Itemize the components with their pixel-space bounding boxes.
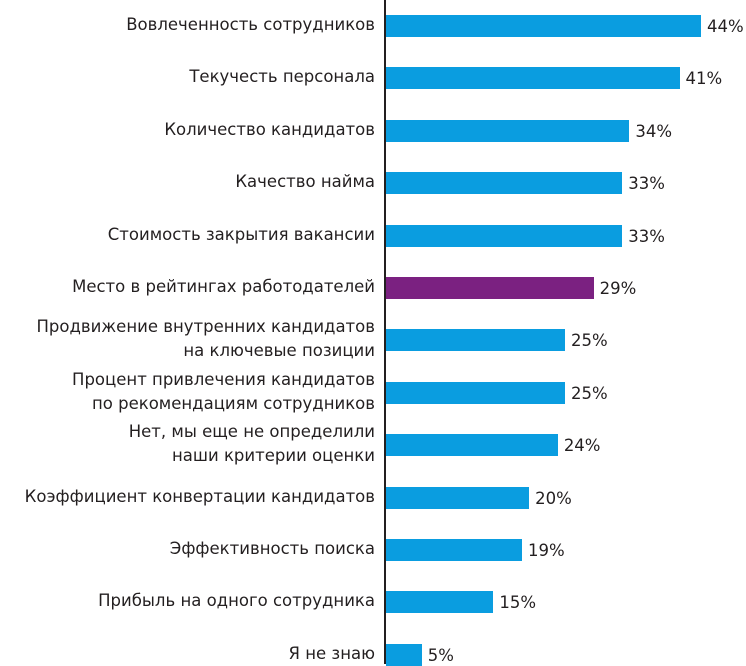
value-label: 41% [685,69,723,89]
category-label: Нет, мы еще не определили наши критерии … [128,422,375,466]
category-label: Процент привлечения кандидатов по рекоме… [72,369,375,413]
bar [386,15,701,37]
bar [386,539,523,561]
bar [386,119,630,142]
bar [386,591,494,614]
category-label: Вовлеченность сотрудников [126,15,375,34]
axis-line [384,0,386,664]
value-label: 5% [427,645,454,665]
category-label: Количество кандидатов [164,119,375,139]
bar [386,172,623,195]
category-label: Текучесть персонала [189,67,375,87]
value-label: 20% [535,488,572,508]
bar [386,277,594,299]
value-label: 24% [563,436,601,456]
value-label: 33% [628,174,665,194]
bar [386,381,565,404]
category-label: Продвижение внутренних кандидатов на клю… [36,317,375,361]
bar [386,434,558,457]
bar [386,67,680,90]
value-label: 15% [499,593,537,613]
category-label: Место в рейтингах работодателей [72,277,375,296]
value-label: 34% [635,121,673,141]
bar [386,486,530,509]
value-label: 25% [570,331,608,351]
value-label: 29% [599,279,637,298]
category-label: Я не знаю [288,643,375,663]
bar [386,643,422,666]
bar [386,329,565,352]
category-label: Эффективность поиска [169,539,375,558]
category-label: Коэффициент конвертации кандидатов [24,486,375,506]
category-label: Прибыль на одного сотрудника [98,591,375,611]
value-label: 25% [570,383,608,403]
category-label: Стоимость закрытия вакансии [107,224,375,244]
category-label: Качество найма [235,172,375,192]
value-label: 33% [628,226,665,246]
value-label: 44% [707,17,744,36]
value-label: 19% [528,541,565,560]
bar [386,224,623,247]
